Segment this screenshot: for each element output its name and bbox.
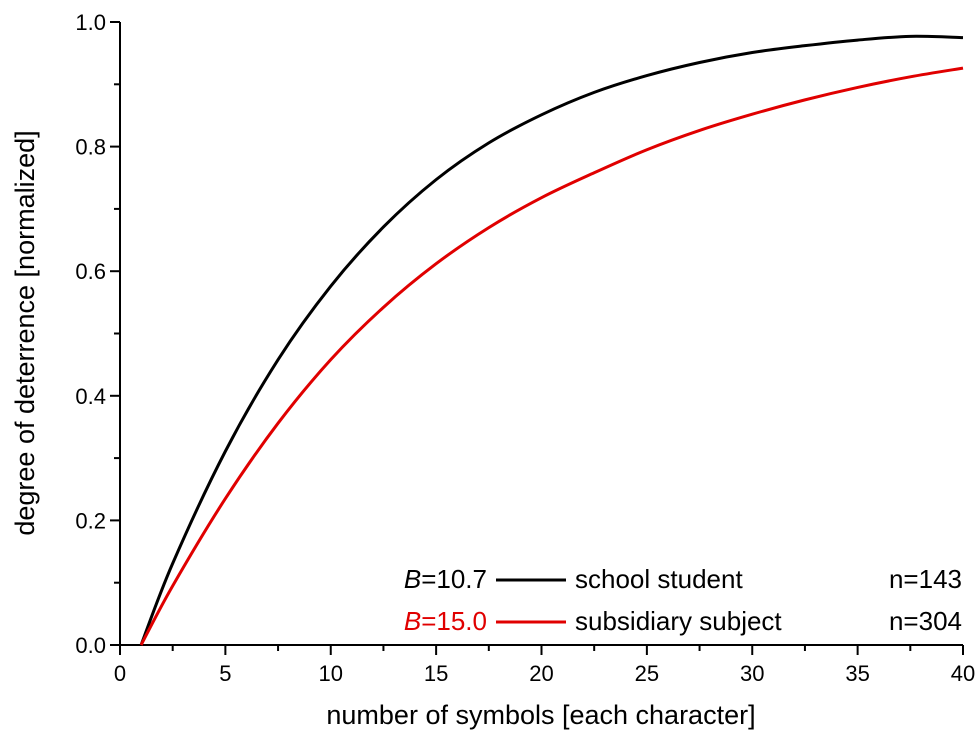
legend-b-symbol: B	[404, 606, 421, 636]
y-tick-label: 0.8	[75, 135, 106, 160]
legend: B=10.7 school student n=143 B=15.0 subsi…	[404, 564, 962, 636]
series-line-0	[139, 34, 964, 646]
y-tick-label: 0.2	[75, 508, 106, 533]
svg-text:B=10.7: B=10.7	[404, 564, 487, 594]
svg-text:B=15.0: B=15.0	[404, 606, 487, 636]
y-tick-label: 1.0	[75, 10, 106, 35]
x-axis-title: number of symbols [each character]	[326, 700, 755, 730]
series-lines	[139, 34, 964, 646]
x-tick-label: 35	[845, 661, 869, 686]
x-tick-label: 25	[635, 661, 659, 686]
legend-n-count: n=143	[889, 564, 962, 594]
x-tick-label: 0	[114, 661, 126, 686]
y-axis-title: degree of deterrence [normalized]	[10, 130, 40, 535]
x-axis-ticks: 0 5 10 15 20 25 30 35 40	[114, 645, 975, 686]
legend-series-name: school student	[575, 564, 743, 594]
legend-b-symbol: B	[404, 564, 421, 594]
y-tick-label: 0.0	[75, 633, 106, 658]
x-tick-label: 40	[951, 661, 975, 686]
y-tick-label: 0.6	[75, 259, 106, 284]
x-tick-label: 15	[424, 661, 448, 686]
legend-b-value: =10.7	[421, 564, 487, 594]
legend-entry-school-student: B=10.7 school student n=143	[404, 564, 962, 594]
y-axis-ticks: 0.0 0.2 0.4 0.6 0.8 1.0	[75, 10, 120, 658]
x-tick-label: 30	[740, 661, 764, 686]
x-tick-label: 5	[219, 661, 231, 686]
x-tick-label: 20	[529, 661, 553, 686]
legend-entry-subsidiary-subject: B=15.0 subsidiary subject n=304	[404, 606, 962, 636]
x-tick-label: 10	[319, 661, 343, 686]
legend-b-value: =15.0	[421, 606, 487, 636]
legend-series-name: subsidiary subject	[575, 606, 782, 636]
y-tick-label: 0.4	[75, 384, 106, 409]
series-line-1	[139, 66, 964, 646]
legend-n-count: n=304	[889, 606, 962, 636]
